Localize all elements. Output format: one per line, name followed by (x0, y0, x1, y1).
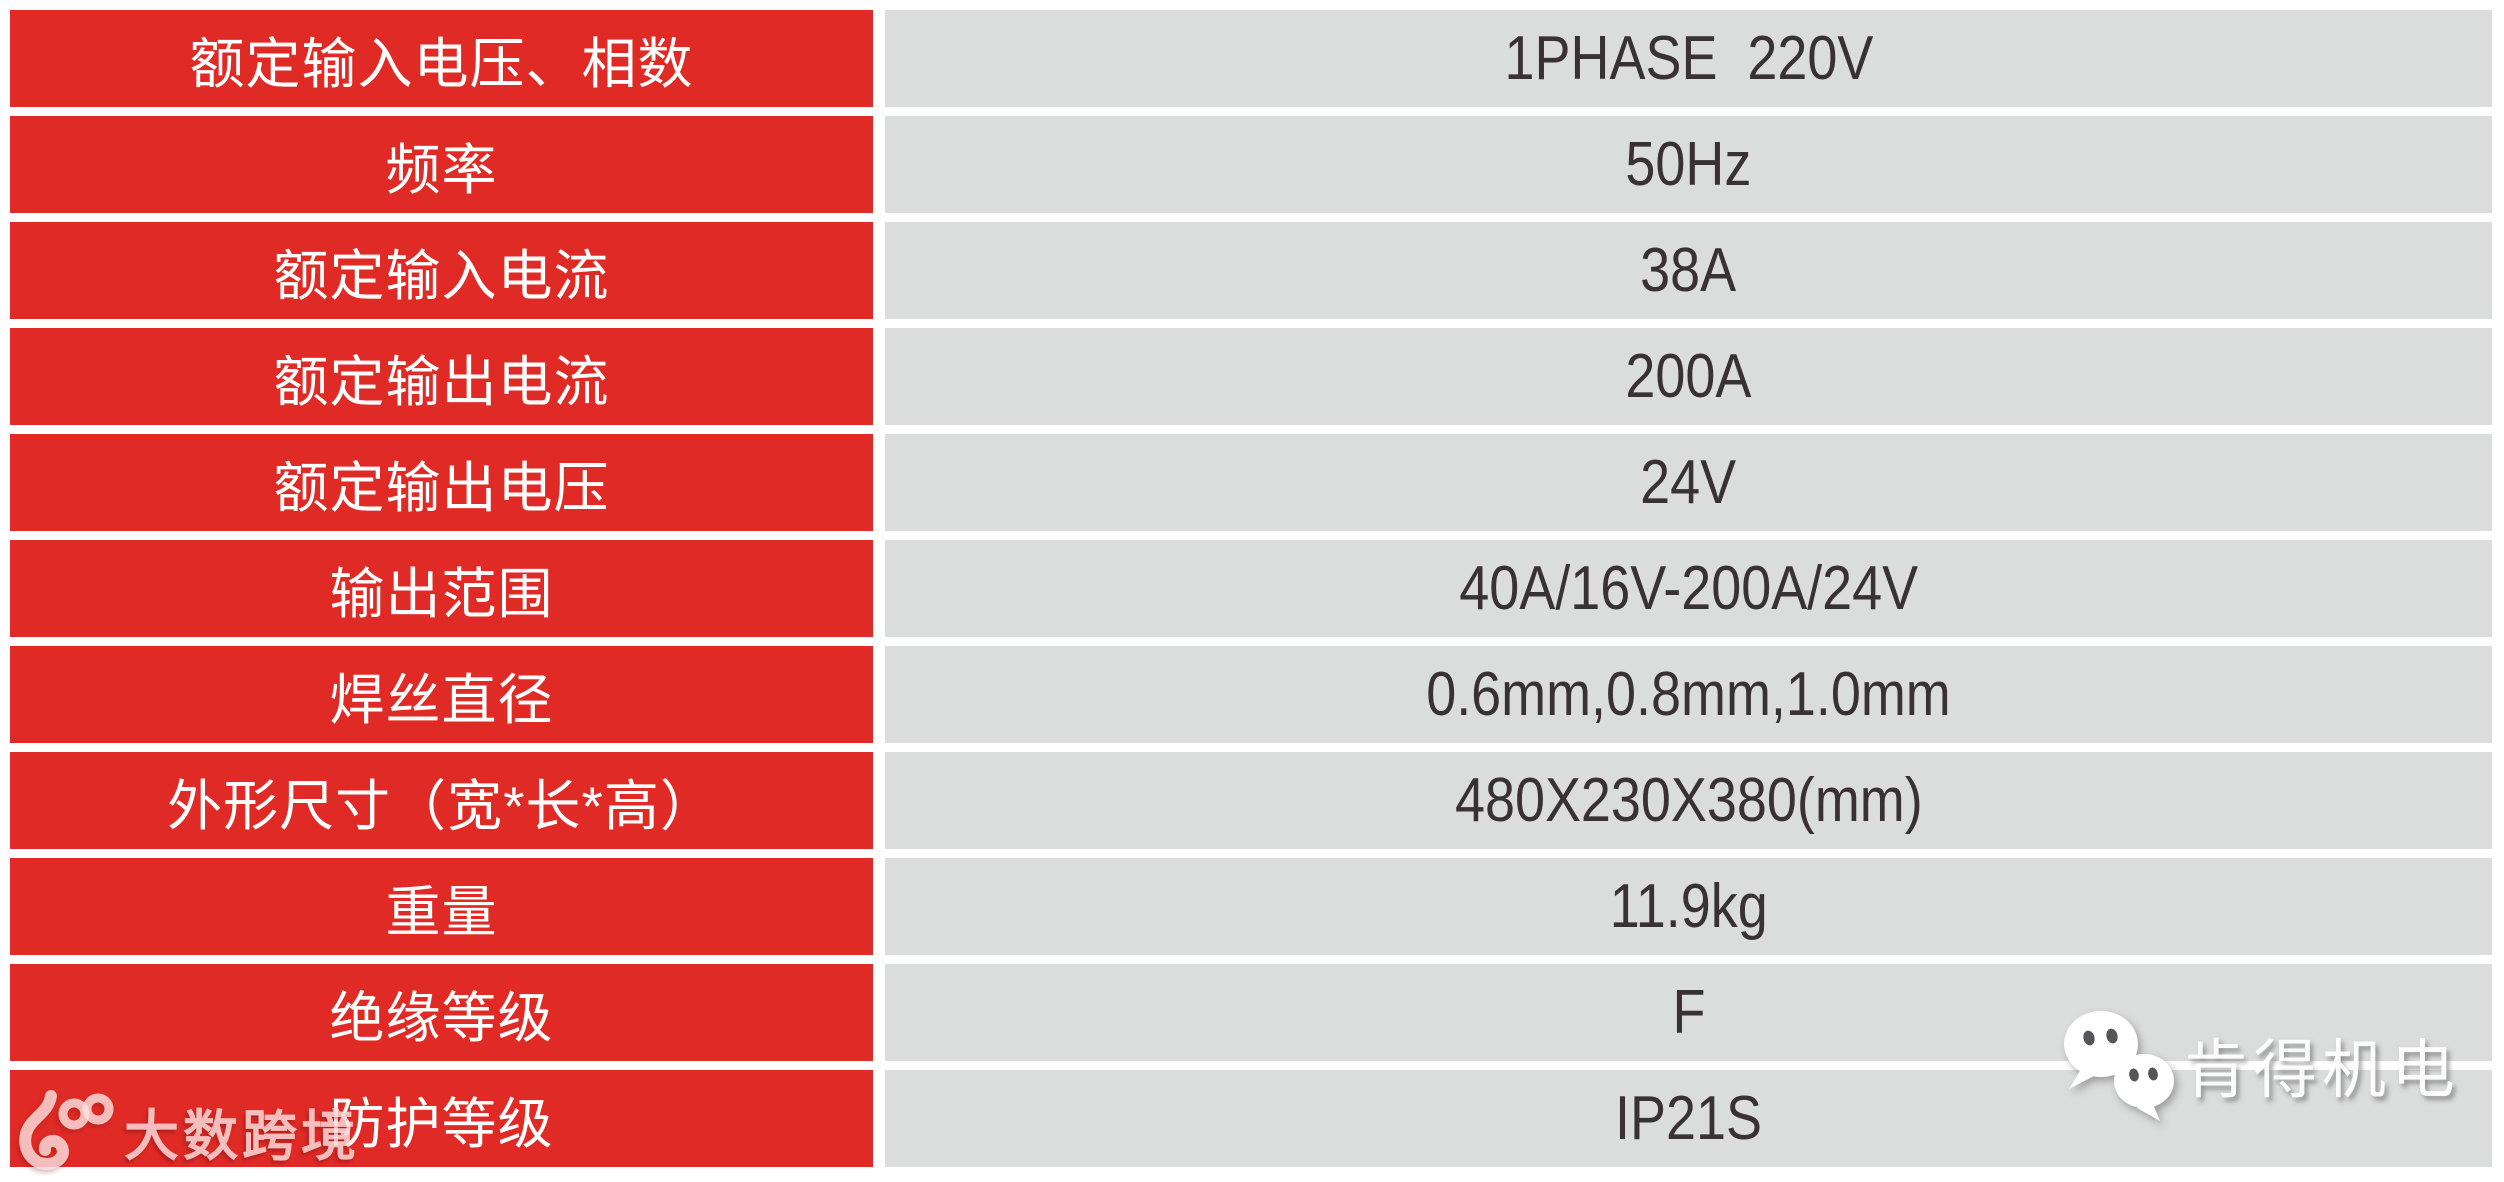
spec-value-cell: 40A/16V-200A/24V (885, 540, 2492, 637)
spec-label-cell: 重量 (10, 858, 873, 955)
spec-label: 输出范围 (329, 562, 554, 625)
spec-label-cell: 绝缘等级 (10, 964, 873, 1061)
spec-label-cell: 额定输入电压、相数 (10, 10, 873, 107)
spec-value: 24V (1640, 448, 1737, 517)
spec-value-cell: 0.6mm,0.8mm,1.0mm (885, 646, 2492, 743)
spec-value: 1PHASE 220V (1504, 24, 1873, 93)
spec-value: 50Hz (1625, 130, 1752, 199)
spec-label-cell: 频率 (10, 116, 873, 213)
spec-value-cell: 50Hz (885, 116, 2492, 213)
spec-label-cell: 输出范围 (10, 540, 873, 637)
spec-value: IP21S (1615, 1084, 1762, 1153)
spec-label-cell: 焊丝直径 (10, 646, 873, 743)
spec-label: 额定输入电流 (273, 244, 610, 307)
spec-value-cell: 200A (885, 328, 2492, 425)
spec-label: 额定输出电压 (273, 456, 610, 519)
spec-label: 额定输入电压、相数 (189, 32, 694, 95)
spec-value-cell: 480X230X380(mm) (885, 752, 2492, 849)
spec-value-cell: 1PHASE 220V (885, 10, 2492, 107)
spec-label: 外形尺寸（宽*长*高） (167, 774, 716, 837)
spec-label-cell: 防护等级 (10, 1070, 873, 1167)
spec-label: 防护等级 (329, 1092, 554, 1155)
spec-label: 重量 (385, 880, 498, 943)
spec-table: 额定输入电压、相数 1PHASE 220V 频率 50Hz 额定输入电流 38A 额定输出电… (10, 10, 2492, 1167)
spec-value: 38A (1640, 236, 1737, 305)
spec-label-cell: 额定输出电压 (10, 434, 873, 531)
spec-label: 频率 (385, 138, 498, 201)
spec-value: 0.6mm,0.8mm,1.0mm (1426, 660, 1951, 729)
spec-value: 480X230X380(mm) (1454, 766, 1923, 835)
spec-label: 焊丝直径 (329, 668, 554, 731)
spec-value-cell: 38A (885, 222, 2492, 319)
spec-label-cell: 额定输出电流 (10, 328, 873, 425)
spec-label-cell: 额定输入电流 (10, 222, 873, 319)
spec-value: F (1672, 978, 1705, 1047)
spec-value-cell: 11.9kg (885, 858, 2492, 955)
spec-label: 额定输出电流 (273, 350, 610, 413)
spec-label: 绝缘等级 (329, 986, 554, 1049)
spec-value-cell: F (885, 964, 2492, 1061)
spec-value: 200A (1625, 342, 1752, 411)
spec-value: 40A/16V-200A/24V (1459, 554, 1918, 623)
spec-value-cell: IP21S (885, 1070, 2492, 1167)
spec-value-cell: 24V (885, 434, 2492, 531)
spec-label-cell: 外形尺寸（宽*长*高） (10, 752, 873, 849)
spec-value: 11.9kg (1609, 872, 1768, 941)
